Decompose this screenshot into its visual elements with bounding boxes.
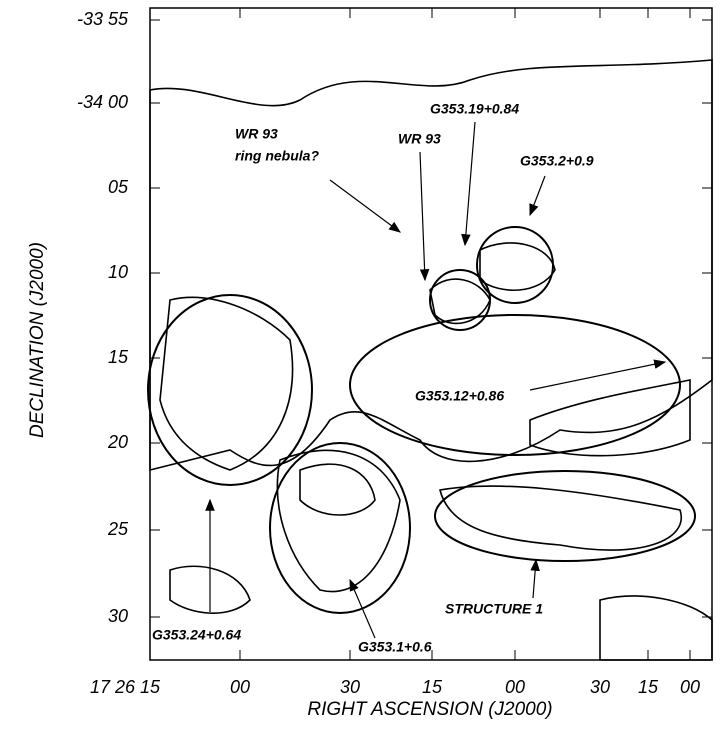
- x-tick-label: 15: [422, 677, 443, 697]
- x-tick-label: 15: [638, 677, 659, 697]
- arrows: [205, 121, 667, 639]
- annotation: WR 93: [235, 126, 278, 142]
- annotation: G353.2+0.9: [520, 153, 594, 169]
- y-tick-label: -34 00: [77, 92, 128, 112]
- annotation: G353.1+0.6: [358, 639, 432, 655]
- y-axis-label: DECLINATION (J2000): [27, 242, 48, 438]
- x-tick-label: 30: [590, 677, 610, 697]
- annotation: ring nebula?: [235, 148, 319, 164]
- y-tick-label: 05: [108, 177, 129, 197]
- y-tick-label: 20: [107, 432, 128, 452]
- y-tick-label: 25: [107, 519, 129, 539]
- x-axis-label: RIGHT ASCENSION (J2000): [307, 699, 552, 720]
- region-ellipses: [147, 226, 696, 614]
- plot-frame: [149, 7, 713, 661]
- x-tick-label: 00: [680, 677, 700, 697]
- y-tick-label: -33 55: [77, 9, 129, 29]
- x-tick-label: 00: [505, 677, 525, 697]
- y-tick-label: 15: [108, 347, 129, 367]
- annotation: STRUCTURE 1: [445, 601, 543, 617]
- x-tick-label: 00: [230, 677, 250, 697]
- x-tick-label: 17 26 15: [90, 677, 161, 697]
- annotation: G353.19+0.84: [430, 101, 519, 117]
- x-tick-label: 30: [340, 677, 360, 697]
- y-tick-label: 30: [108, 606, 128, 626]
- annotation: WR 93: [398, 131, 441, 147]
- annotation: G353.12+0.86: [415, 388, 504, 404]
- y-tick-label: 10: [108, 262, 128, 282]
- annotation: G353.24+0.64: [152, 627, 241, 643]
